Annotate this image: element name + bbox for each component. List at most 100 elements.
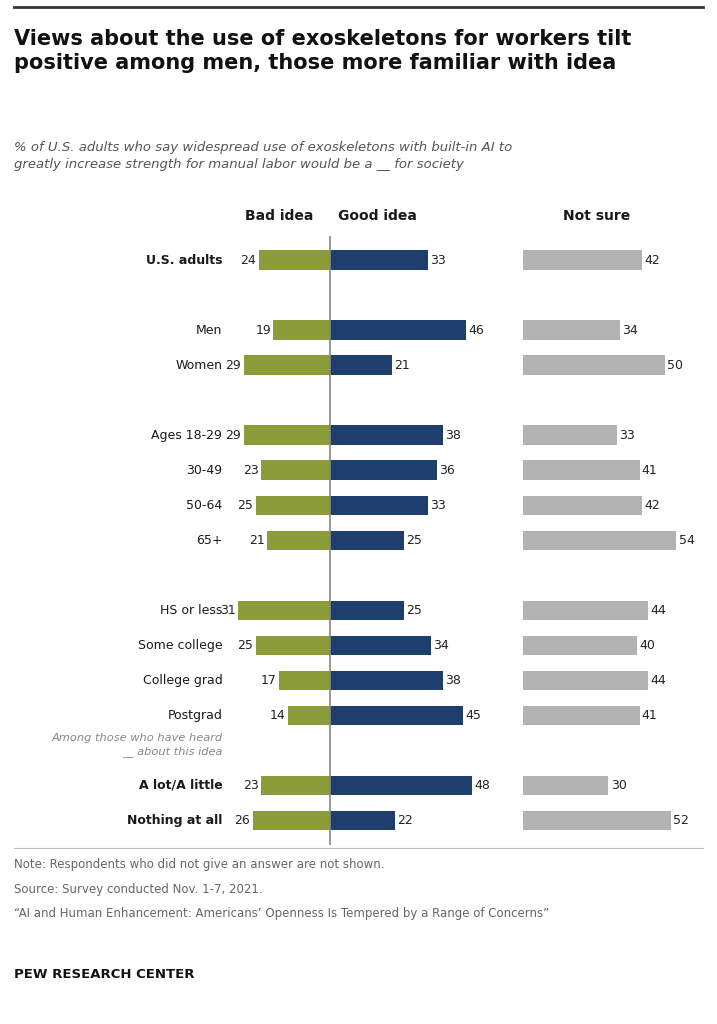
Text: 17: 17 (261, 674, 277, 687)
Bar (330, 251, 428, 269)
Text: 54: 54 (679, 534, 695, 547)
Bar (523, 775, 609, 795)
Bar (330, 355, 392, 375)
Bar (273, 321, 330, 340)
Bar (330, 321, 466, 340)
Text: 48: 48 (475, 779, 490, 792)
Bar (330, 671, 442, 690)
Text: 29: 29 (226, 429, 242, 441)
Text: 50: 50 (668, 358, 683, 372)
Bar (288, 706, 330, 725)
Bar (523, 671, 648, 690)
Bar (244, 355, 330, 375)
Bar (523, 496, 642, 515)
Text: 25: 25 (407, 604, 422, 616)
Text: 65+: 65+ (196, 534, 222, 547)
Text: “AI and Human Enhancement: Americans’ Openness Is Tempered by a Range of Concern: “AI and Human Enhancement: Americans’ Op… (14, 907, 550, 921)
Text: Women: Women (175, 358, 222, 372)
Bar (262, 775, 330, 795)
Text: 30: 30 (611, 779, 627, 792)
Text: 29: 29 (226, 358, 242, 372)
Bar (523, 251, 642, 269)
Text: Source: Survey conducted Nov. 1-7, 2021.: Source: Survey conducted Nov. 1-7, 2021. (14, 883, 263, 896)
Text: Bad idea: Bad idea (245, 209, 313, 223)
Text: 21: 21 (250, 534, 265, 547)
Text: Ages 18-29: Ages 18-29 (151, 429, 222, 441)
Bar (259, 251, 330, 269)
Text: % of U.S. adults who say widespread use of exoskeletons with built-in AI to
grea: % of U.S. adults who say widespread use … (14, 141, 513, 171)
Text: 24: 24 (240, 254, 256, 266)
Bar (330, 461, 437, 480)
Text: Nothing at all: Nothing at all (127, 814, 222, 826)
Text: 19: 19 (255, 324, 271, 337)
Text: 25: 25 (237, 499, 253, 512)
Text: 36: 36 (439, 464, 455, 476)
Text: 42: 42 (645, 254, 660, 266)
Bar (267, 530, 330, 550)
Text: 14: 14 (270, 709, 286, 722)
Bar (244, 426, 330, 444)
Bar (330, 426, 442, 444)
Text: Among those who have heard
__ about this idea: Among those who have heard __ about this… (51, 733, 222, 757)
Bar (330, 496, 428, 515)
Text: Not sure: Not sure (564, 209, 631, 223)
Text: Views about the use of exoskeletons for workers tilt
positive among men, those m: Views about the use of exoskeletons for … (14, 29, 632, 73)
Bar (280, 671, 330, 690)
Text: 44: 44 (650, 604, 666, 616)
Text: 44: 44 (650, 674, 666, 687)
Text: 34: 34 (622, 324, 637, 337)
Bar (523, 706, 640, 725)
Text: 33: 33 (619, 429, 635, 441)
Bar (252, 811, 330, 829)
Text: 45: 45 (465, 709, 482, 722)
Bar (330, 775, 473, 795)
Text: 34: 34 (433, 639, 449, 651)
Text: 38: 38 (445, 429, 461, 441)
Text: 23: 23 (243, 464, 259, 476)
Bar (262, 461, 330, 480)
Text: 33: 33 (430, 254, 446, 266)
Bar (330, 636, 431, 654)
Text: Good idea: Good idea (338, 209, 417, 223)
Bar (330, 600, 404, 620)
Text: 21: 21 (394, 358, 410, 372)
Bar (523, 600, 648, 620)
Bar (523, 355, 665, 375)
Text: 41: 41 (642, 464, 657, 476)
Bar (255, 496, 330, 515)
Bar (523, 426, 617, 444)
Text: 25: 25 (237, 639, 253, 651)
Bar (330, 530, 404, 550)
Text: A lot/A little: A lot/A little (138, 779, 222, 792)
Bar (523, 811, 670, 829)
Text: 33: 33 (430, 499, 446, 512)
Text: 26: 26 (234, 814, 250, 826)
Text: HS or less: HS or less (160, 604, 222, 616)
Bar (523, 461, 640, 480)
Text: 25: 25 (407, 534, 422, 547)
Text: U.S. adults: U.S. adults (146, 254, 222, 266)
Text: College grad: College grad (143, 674, 222, 687)
Text: Note: Respondents who did not give an answer are not shown.: Note: Respondents who did not give an an… (14, 858, 385, 871)
Text: 46: 46 (469, 324, 485, 337)
Text: 31: 31 (219, 604, 235, 616)
Text: 42: 42 (645, 499, 660, 512)
Bar (523, 530, 676, 550)
Bar (255, 636, 330, 654)
Bar (523, 636, 637, 654)
Text: 23: 23 (243, 779, 259, 792)
Text: 50-64: 50-64 (186, 499, 222, 512)
Text: 41: 41 (642, 709, 657, 722)
Text: 52: 52 (673, 814, 689, 826)
Text: 22: 22 (397, 814, 413, 826)
Text: 38: 38 (445, 674, 461, 687)
Bar (330, 706, 463, 725)
Text: 40: 40 (639, 639, 655, 651)
Text: Some college: Some college (138, 639, 222, 651)
Text: PEW RESEARCH CENTER: PEW RESEARCH CENTER (14, 968, 195, 981)
Bar (523, 321, 619, 340)
Bar (330, 811, 395, 829)
Text: Postgrad: Postgrad (167, 709, 222, 722)
Text: 30-49: 30-49 (186, 464, 222, 476)
Text: Men: Men (196, 324, 222, 337)
